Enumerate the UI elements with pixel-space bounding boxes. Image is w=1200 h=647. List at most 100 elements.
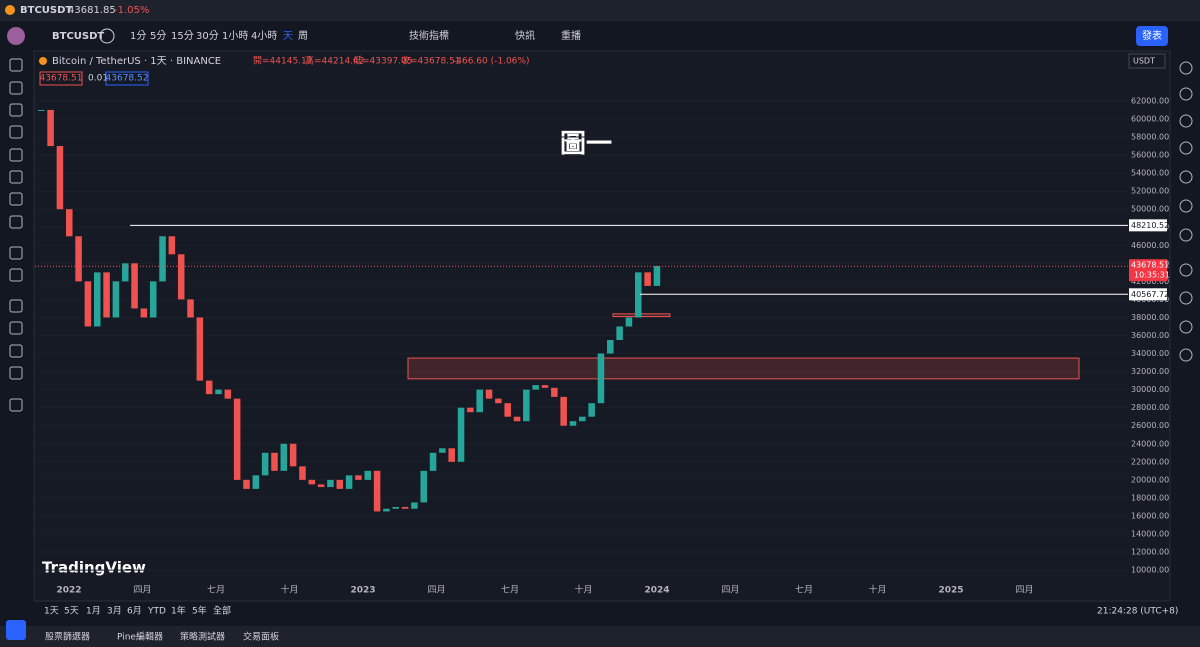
tool-icon[interactable] [9,192,23,206]
add-symbol[interactable] [99,28,115,44]
tool-icon[interactable] [9,299,23,313]
bid-price[interactable]: 43678.51 [40,74,83,84]
favorites[interactable] [6,620,26,640]
range-button[interactable]: 5年 [192,605,207,617]
candle [635,272,642,318]
side-icon[interactable] [1179,141,1193,155]
publish-label[interactable]: 發表 [1142,29,1162,42]
tool-icon[interactable] [9,170,23,184]
range-button[interactable]: 全部 [213,605,231,617]
publish-button[interactable] [1136,26,1168,46]
tool-icon[interactable] [9,81,23,95]
side-icon[interactable] [1179,170,1193,184]
range-button[interactable]: YTD [147,607,166,617]
side-icon[interactable] [1179,291,1193,305]
footer-tab[interactable]: 交易面板 [243,631,279,643]
interval-button[interactable]: 天 [283,31,293,42]
candle [392,506,400,509]
tool-icon[interactable] [9,268,23,282]
interval-button[interactable]: 4小時 [251,30,277,42]
side-icon[interactable] [1179,320,1193,334]
candle [513,416,521,422]
candle [261,452,269,476]
y-tick-label: 24000.00 [1131,439,1169,448]
interval-button[interactable]: 周 [298,30,308,42]
ask-box[interactable] [105,71,149,86]
tool-icon[interactable] [9,398,23,412]
candle [205,380,213,395]
candle [271,452,278,471]
indicators-button[interactable]: 技術指標 [409,29,449,42]
x-tick-label: 四月 [133,585,151,596]
tool-icon[interactable] [9,246,23,260]
y-tick-label: 50000.00 [1131,205,1169,214]
symbol-icon [5,5,15,15]
tool-icon[interactable] [9,103,23,117]
candle [336,479,344,489]
tool-icon[interactable] [9,344,23,358]
range-button[interactable]: 6月 [127,606,142,617]
y-tick-label: 10000.00 [1131,566,1169,575]
ask-price[interactable]: 43678.52 [106,74,149,84]
x-tick-label: 四月 [1015,585,1033,596]
currency[interactable]: USDT [1133,57,1155,66]
last-price-label: 43678.51 [1131,261,1169,270]
right-toolbar [1170,51,1200,621]
x-tick-label: 七月 [207,585,225,596]
candle [187,299,194,318]
tool-icon[interactable] [9,366,23,380]
tab-symbol[interactable]: BTCUSDT [20,5,72,16]
y-tick-label: 42000.00 [1131,277,1169,286]
footer-tab[interactable]: 股票篩選器 [45,631,90,643]
tool-icon[interactable] [9,58,23,72]
candle [47,109,54,147]
y-tick-label: 60000.00 [1131,114,1169,123]
currency-box[interactable] [1128,53,1166,69]
interval-button[interactable]: 5分 [150,30,166,42]
y-tick-label: 58000.00 [1131,133,1169,142]
candle [476,389,483,413]
side-icon[interactable] [1179,61,1193,75]
interval-button[interactable]: 15分 [171,30,194,42]
candle [84,281,92,327]
side-icon[interactable] [1179,114,1193,128]
interval-button[interactable]: 1分 [130,30,146,42]
tool-icon[interactable] [9,125,23,139]
interval-button[interactable]: 1小時 [222,30,248,42]
avatar[interactable] [7,27,25,45]
candle [551,387,558,397]
range-button[interactable]: 1月 [86,606,101,617]
y-tick-label: 36000.00 [1131,331,1169,340]
footer-tab[interactable]: Pine編輯器 [117,631,163,643]
candle [149,281,157,318]
candle [467,407,474,413]
alerts-button[interactable]: 快訊 [515,29,535,42]
candle [439,448,446,453]
top-toolbar [0,21,1200,51]
candle [653,266,661,286]
footer-tab[interactable]: 策略測試器 [180,631,225,643]
side-icon[interactable] [1179,199,1193,213]
tool-icon[interactable] [9,148,23,162]
left-toolbar [0,51,34,621]
range-button[interactable]: 1年 [171,605,186,617]
side-icon[interactable] [1179,228,1193,242]
tool-icon[interactable] [9,321,23,335]
bid-box[interactable] [39,71,83,86]
candle [93,272,101,327]
symbol-search[interactable]: BTCUSDT [52,31,104,42]
y-tick-label: 26000.00 [1131,421,1169,430]
range-button[interactable]: 5天 [64,607,79,617]
candle [448,448,455,462]
interval-button[interactable]: 30分 [196,30,219,42]
x-tick-label: 2023 [350,586,375,596]
legend-low: 低=43397.05 [353,55,413,67]
replay-button[interactable]: 重播 [561,29,581,42]
candle [504,403,511,417]
side-icon[interactable] [1179,348,1193,362]
side-icon[interactable] [1179,263,1193,277]
range-button[interactable]: 3月 [107,606,122,617]
tool-icon[interactable] [9,215,23,229]
range-button[interactable]: 1天 [44,607,59,617]
side-icon[interactable] [1179,87,1193,101]
